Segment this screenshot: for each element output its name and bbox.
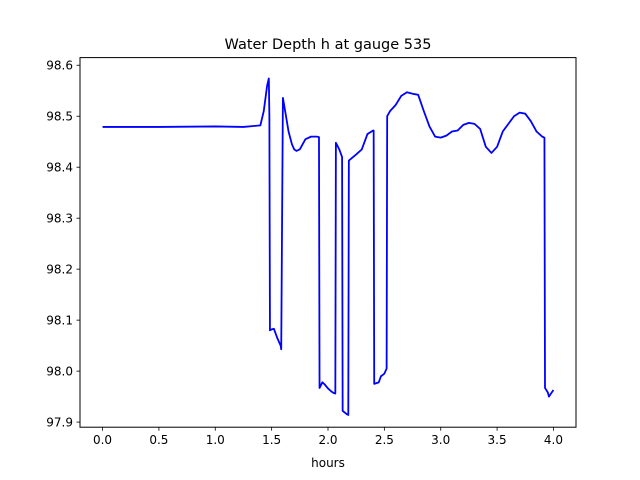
series-line bbox=[102, 77, 555, 416]
x-tick-label: 1.0 bbox=[206, 433, 225, 447]
x-tick-label: 2.5 bbox=[375, 433, 394, 447]
x-tick-label: 2.0 bbox=[318, 433, 337, 447]
y-tick-label: 98.6 bbox=[46, 59, 73, 73]
x-tick-label: 0.5 bbox=[149, 433, 168, 447]
y-tick-label: 98.5 bbox=[46, 110, 73, 124]
x-tick-label: 3.5 bbox=[488, 433, 507, 447]
y-tick-label: 98.1 bbox=[46, 313, 73, 327]
plot-area-frame bbox=[79, 57, 577, 428]
y-tick-label: 98.2 bbox=[46, 262, 73, 276]
x-tick-label: 1.5 bbox=[262, 433, 281, 447]
y-tick-label: 98.4 bbox=[46, 161, 73, 175]
x-tick-label: 0.0 bbox=[93, 433, 112, 447]
tick-layer: 0.0 0.5 1.0 1.5 2.0 2.5 3.0 3.5 4.0 97.9 98.0 98.1 9… bbox=[46, 59, 563, 448]
y-tick-label: 97.9 bbox=[46, 415, 73, 429]
y-tick-label: 98.0 bbox=[46, 364, 73, 378]
x-axis-label: hours bbox=[311, 456, 345, 470]
x-tick-label: 3.0 bbox=[431, 433, 450, 447]
x-tick-label: 4.0 bbox=[544, 433, 563, 447]
y-tick-label: 98.3 bbox=[46, 211, 73, 225]
chart-title: Water Depth h at gauge 535 bbox=[225, 37, 432, 53]
